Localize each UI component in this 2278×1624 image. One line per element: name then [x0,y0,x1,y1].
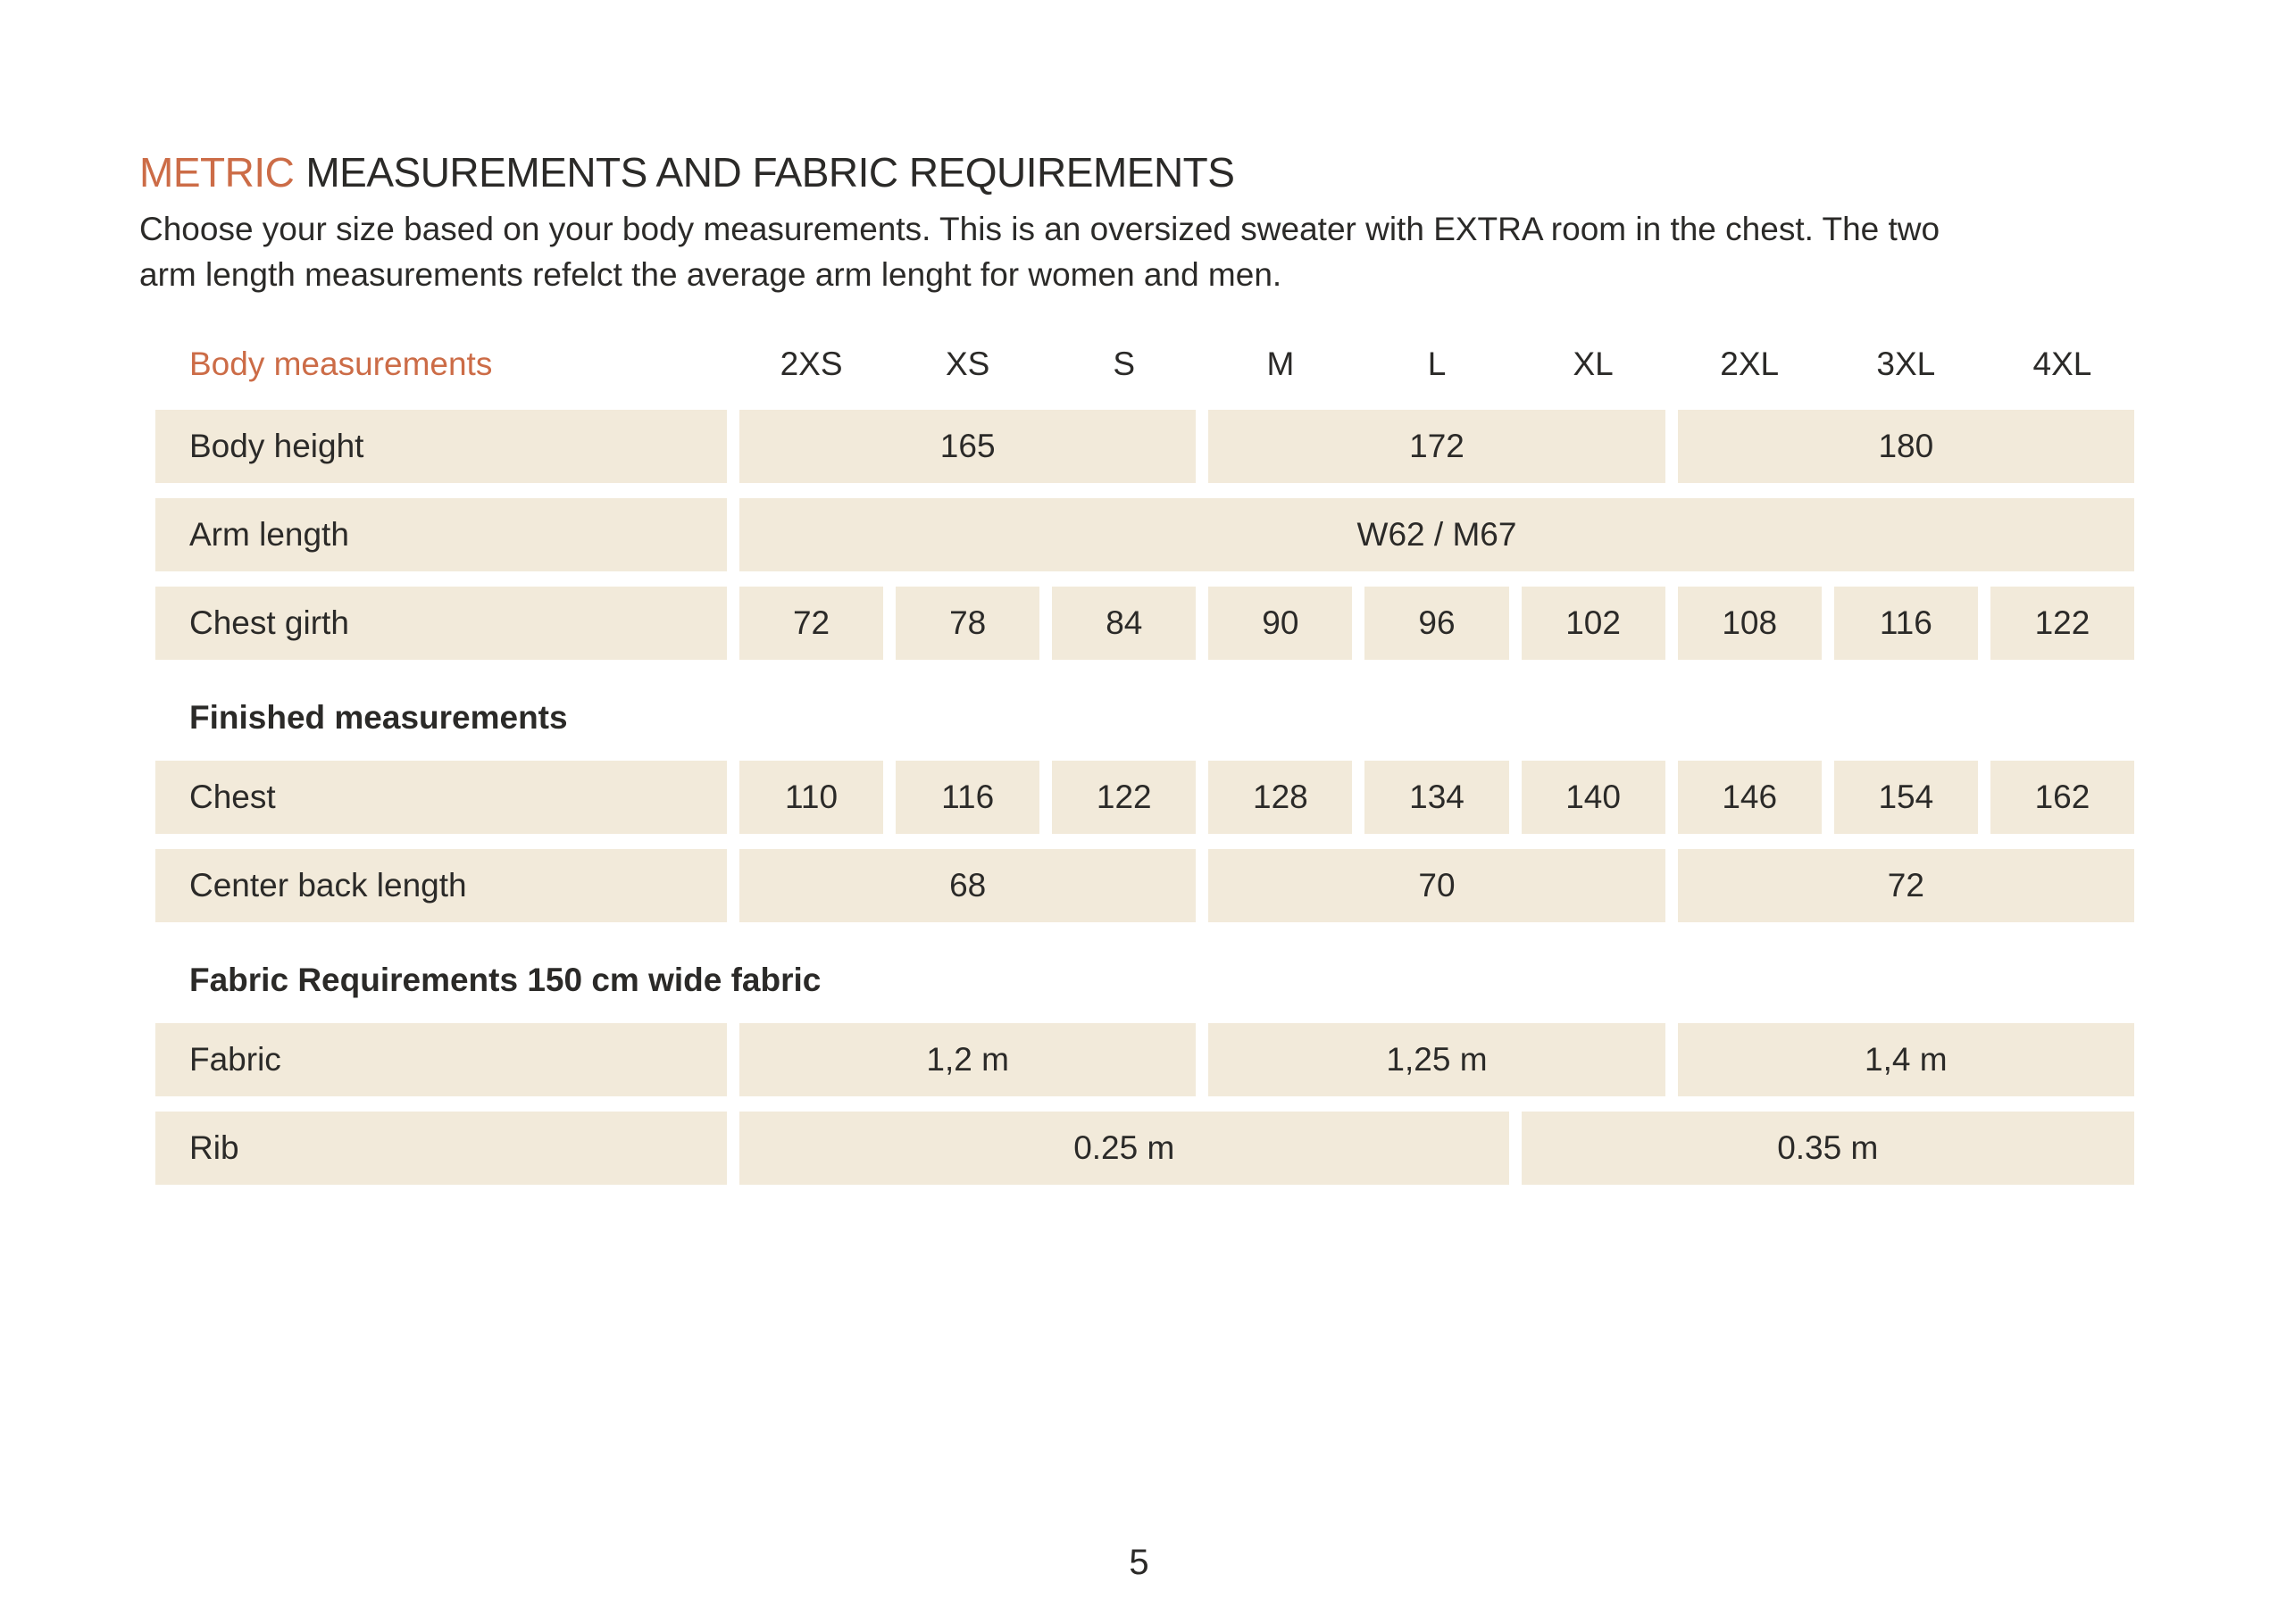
table-row: Rib 0.25 m 0.35 m [155,1112,2134,1185]
size-column-header-xl: XL [1573,346,1614,382]
value-cell: 84 [1052,587,1197,660]
value-cell: 102 [1521,587,1665,660]
page-title: METRIC MEASUREMENTS AND FABRIC REQUIREMEN… [139,148,1235,196]
table-header-row: Body measurements 2XS XS S M L XL 2XL 3XL 4XL [155,342,2134,387]
row-label: Rib [155,1112,727,1185]
value-cell: 78 [896,587,1040,660]
value-cell: 1,25 m [1208,1023,1665,1096]
table-row: Body height 165 172 180 [155,410,2134,483]
row-label: Fabric [155,1023,727,1096]
value-cell: 0.25 m [739,1112,1509,1185]
value-cell: 116 [1833,587,1978,660]
size-column-header-2xs: 2XS [780,346,843,382]
value-cell: 122 [1990,587,2134,660]
section-header: Fabric Requirements 150 cm wide fabric [189,962,822,998]
table-row: Chest girth 72 78 84 90 96 102 108 116 122 [155,587,2134,660]
value-cell: 146 [1677,761,1822,834]
value-cell: 122 [1052,761,1197,834]
size-column-header-s: S [1113,346,1136,382]
value-cell: 70 [1208,849,1665,922]
value-cell: 90 [1208,587,1353,660]
value-cell: 108 [1677,587,1822,660]
value-cell: 162 [1990,761,2134,834]
size-column-header-2xl: 2XL [1720,346,1780,382]
section-header: Finished measurements [189,699,568,736]
size-column-header-xs: XS [945,346,990,382]
value-cell: 68 [739,849,1197,922]
intro-line-1: Choose your size based on your body meas… [139,211,1940,247]
value-cell: 165 [739,410,1197,483]
value-cell: 134 [1364,761,1509,834]
intro-paragraph: Choose your size based on your body meas… [139,206,1940,297]
size-column-header-4xl: 4XL [2032,346,2092,382]
value-cell: 128 [1208,761,1353,834]
value-cell: 96 [1364,587,1509,660]
intro-line-2: arm length measurements refelct the aver… [139,256,1282,293]
row-label: Arm length [155,498,727,571]
value-cell: 116 [896,761,1040,834]
row-label: Chest girth [155,587,727,660]
row-label: Center back length [155,849,727,922]
column-header-body-measurements: Body measurements [189,346,493,382]
row-label: Body height [155,410,727,483]
row-label: Chest [155,761,727,834]
page-number: 5 [1129,1543,1149,1582]
title-highlight: METRIC [139,149,295,196]
size-column-header-m: M [1266,346,1295,382]
value-cell: 172 [1208,410,1665,483]
table-row: Arm length W62 / M67 [155,498,2134,571]
size-column-header-3xl: 3XL [1876,346,1936,382]
table-row: Center back length 68 70 72 [155,849,2134,922]
value-cell: 154 [1833,761,1978,834]
table-row: Fabric 1,2 m 1,25 m 1,4 m [155,1023,2134,1096]
size-table: Body measurements 2XS XS S M L XL 2XL 3XL 4XL Bo… [155,342,2134,1200]
size-column-header-l: L [1427,346,1447,382]
value-cell: 110 [739,761,884,834]
value-cell: W62 / M67 [739,498,2134,571]
value-cell: 140 [1521,761,1665,834]
value-cell: 180 [1677,410,2134,483]
value-cell: 0.35 m [1521,1112,2134,1185]
table-row: Chest 110 116 122 128 134 140 146 154 162 [155,761,2134,834]
value-cell: 72 [739,587,884,660]
title-rest: MEASUREMENTS AND FABRIC REQUIREMENTS [305,149,1235,196]
value-cell: 1,4 m [1677,1023,2134,1096]
value-cell: 1,2 m [739,1023,1197,1096]
value-cell: 72 [1677,849,2134,922]
